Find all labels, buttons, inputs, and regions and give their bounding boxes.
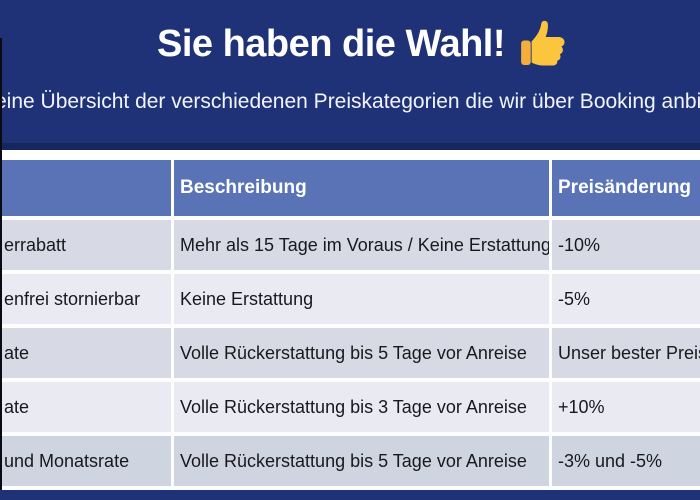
cell-price-change: -10%	[552, 220, 700, 270]
header-cell-description: Beschreibung	[174, 160, 549, 216]
cell-description: Volle Rückerstattung bis 5 Tage vor Anre…	[174, 436, 549, 486]
cell-description: Keine Erstattung	[174, 274, 549, 324]
title-row: Sie haben die Wahl!	[14, 8, 700, 80]
header-cell-category	[0, 160, 171, 216]
cell-description: Volle Rückerstattung bis 5 Tage vor Anre…	[174, 328, 549, 378]
bottom-banner	[0, 490, 700, 500]
cell-category: ate	[0, 382, 171, 432]
table-row: ate Volle Rückerstattung bis 5 Tage vor …	[0, 328, 700, 382]
thumbs-up-icon	[521, 20, 565, 66]
cell-category: und Monatsrate	[0, 436, 171, 486]
table-row: errabatt Mehr als 15 Tage im Voraus / Ke…	[0, 220, 700, 274]
cell-description: Mehr als 15 Tage im Voraus / Keine Ersta…	[174, 220, 549, 270]
price-table: Beschreibung Preisänderung errabatt Mehr…	[0, 160, 700, 486]
table-header-row: Beschreibung Preisänderung	[0, 160, 700, 220]
cell-category: enfrei stornierbar	[0, 274, 171, 324]
table-row: und Monatsrate Volle Rückerstattung bis …	[0, 436, 700, 486]
cell-price-change: -3% und -5%	[552, 436, 700, 486]
cell-price-change: +10%	[552, 382, 700, 432]
table-row: enfrei stornierbar Keine Erstattung -5%	[0, 274, 700, 328]
top-banner: Sie haben die Wahl! eine Übersicht der v…	[0, 0, 700, 150]
left-edge-strip	[0, 38, 2, 490]
cell-price-change: -5%	[552, 274, 700, 324]
subtitle-text: eine Übersicht der verschiedenen Preiska…	[0, 90, 700, 113]
cell-price-change: Unser bester Preis	[552, 328, 700, 378]
page-title: Sie haben die Wahl!	[156, 22, 506, 65]
cell-category: errabatt	[0, 220, 171, 270]
cell-description: Volle Rückerstattung bis 3 Tage vor Anre…	[174, 382, 549, 432]
cell-category: ate	[0, 328, 171, 378]
header-cell-price-change: Preisänderung	[552, 160, 700, 216]
table-row: ate Volle Rückerstattung bis 3 Tage vor …	[0, 382, 700, 436]
banner-accent-line	[0, 143, 700, 150]
